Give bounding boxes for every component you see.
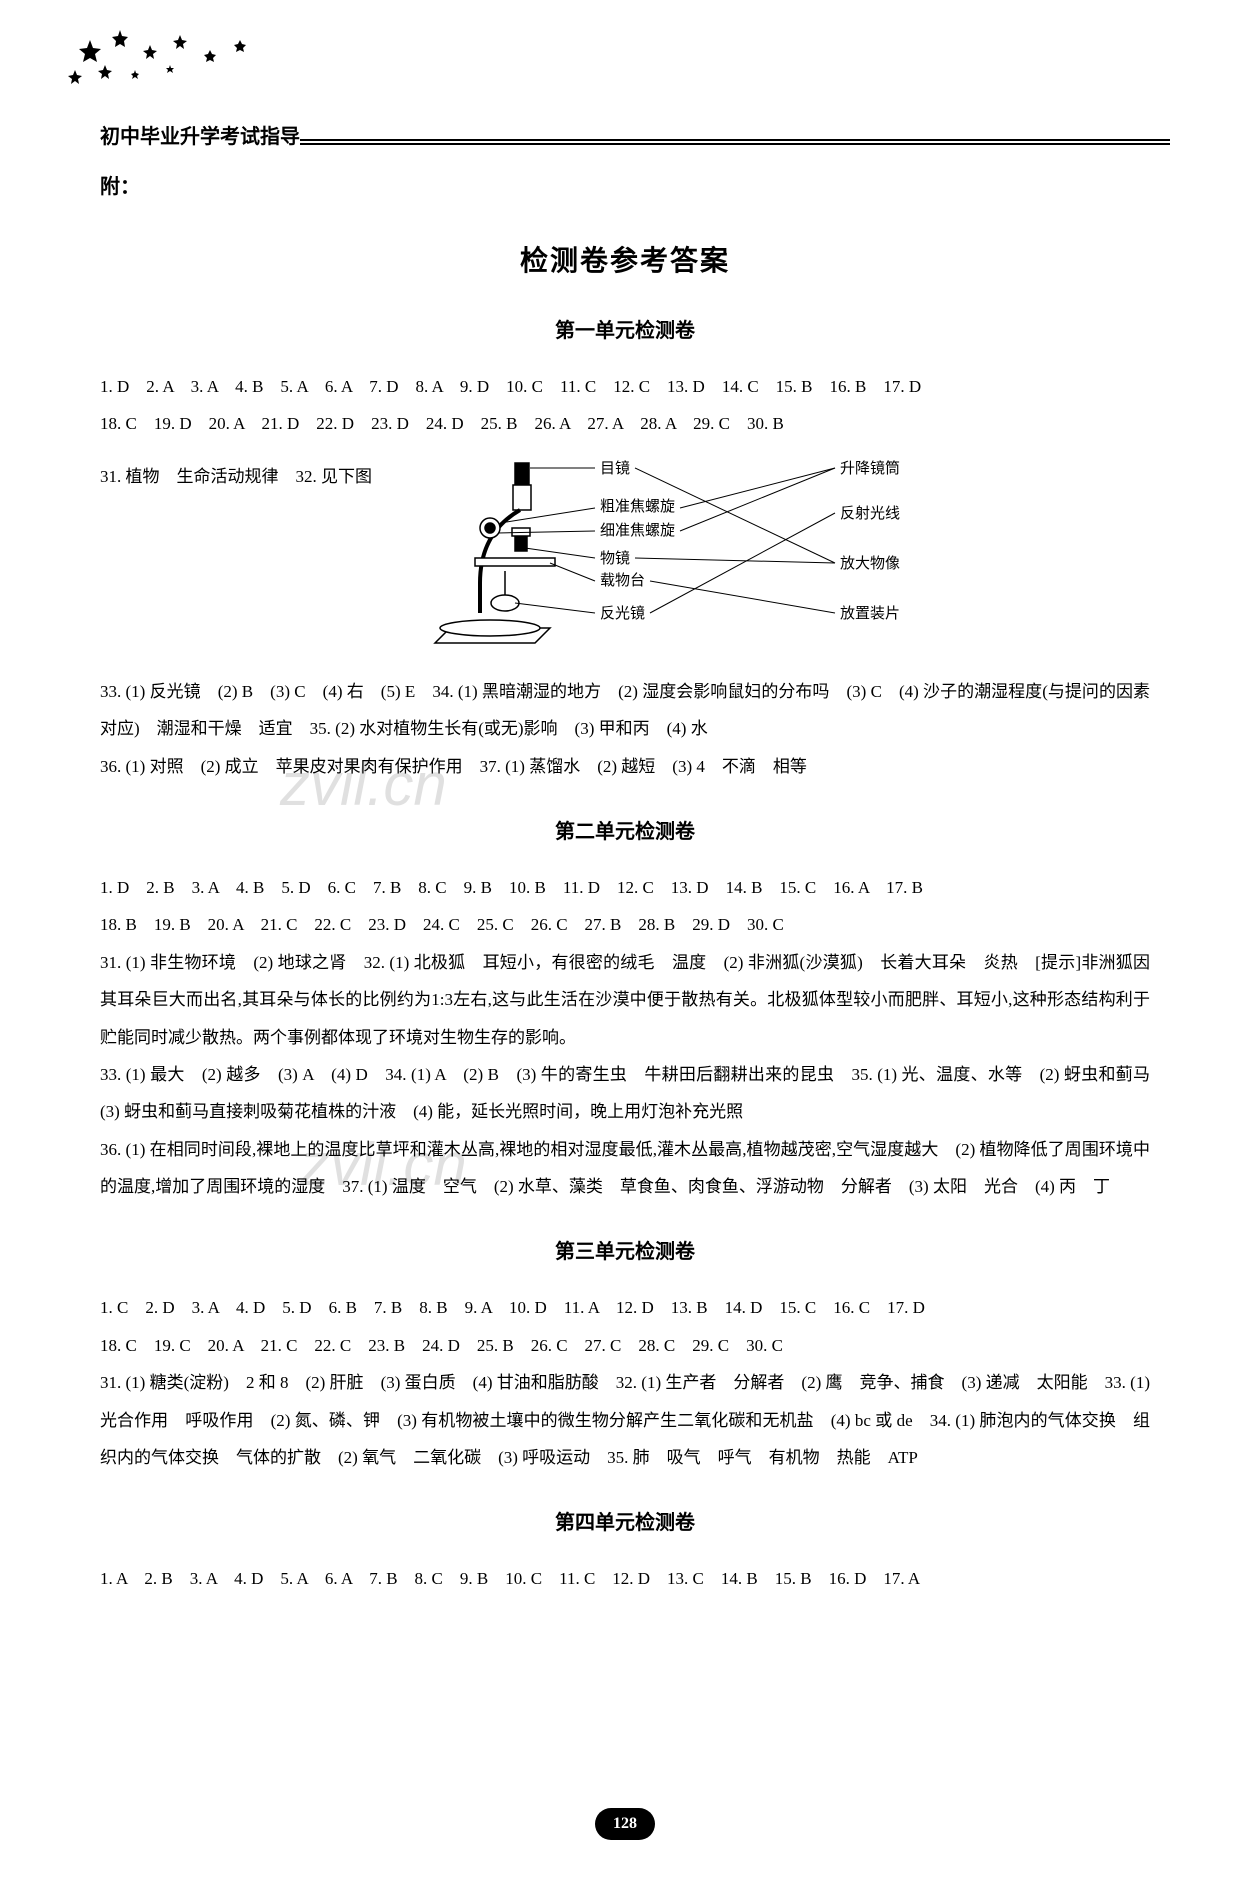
microscope-diagram: 目镜 粗准焦螺旋 细准焦螺旋 物镜 载物台 反光镜 升降镜筒 反射光线 放大物像…	[420, 453, 970, 663]
label-raise: 升降镜筒	[840, 459, 900, 477]
section-2-q36: 36. (1) 在相同时间段,裸地上的温度比草坪和灌木丛高,裸地的相对湿度最低,…	[100, 1131, 1150, 1206]
section-1-q33: 33. (1) 反光镜 (2) B (3) C (4) 右 (5) E 34. …	[100, 673, 1150, 748]
label-eyepiece: 目镜	[600, 459, 630, 477]
label-stage: 载物台	[600, 572, 645, 589]
main-title: 检测卷参考答案	[100, 239, 1150, 279]
section-1-mcq-1: 1. D 2. A 3. A 4. B 5. A 6. A 7. D 8. A …	[100, 368, 1150, 405]
section-3-title: 第三单元检测卷	[100, 1235, 1150, 1264]
stars-decoration	[60, 20, 280, 110]
label-magnify: 放大物像	[840, 555, 900, 572]
label-objective: 物镜	[600, 549, 630, 567]
label-reflect: 反射光线	[840, 505, 900, 522]
section-1-title: 第一单元检测卷	[100, 314, 1150, 343]
label-fine: 细准焦螺旋	[600, 522, 675, 539]
section-1-q36: 36. (1) 对照 (2) 成立 苹果皮对果肉有保护作用 37. (1) 蒸馏…	[100, 748, 1150, 785]
section-3-q31: 31. (1) 糖类(淀粉) 2 和 8 (2) 肝脏 (3) 蛋白质 (4) …	[100, 1364, 1150, 1476]
header-line	[300, 139, 1170, 145]
section-1-mcq-2: 18. C 19. D 20. A 21. D 22. D 23. D 24. …	[100, 405, 1150, 442]
section-2-mcq-1: 1. D 2. B 3. A 4. B 5. D 6. C 7. B 8. C …	[100, 869, 1150, 906]
section-2-mcq-2: 18. B 19. B 20. A 21. C 22. C 23. D 24. …	[100, 906, 1150, 943]
section-4-title: 第四单元检测卷	[100, 1506, 1150, 1535]
diagram-row: 31. 植物 生命活动规律 32. 见下图	[100, 453, 1150, 663]
section-2-title: 第二单元检测卷	[100, 815, 1150, 844]
section-2-q31: 31. (1) 非生物环境 (2) 地球之肾 32. (1) 北极狐 耳短小，有…	[100, 944, 1150, 1056]
label-slide: 放置装片	[840, 605, 900, 622]
section-3-mcq-2: 18. C 19. C 20. A 21. C 22. C 23. B 24. …	[100, 1327, 1150, 1364]
q31-text: 31. 植物 生命活动规律 32. 见下图	[100, 453, 420, 495]
section-2-q33: 33. (1) 最大 (2) 越多 (3) A (4) D 34. (1) A …	[100, 1056, 1150, 1131]
appendix-label: 附：	[100, 170, 1150, 199]
label-coarse: 粗准焦螺旋	[600, 498, 675, 515]
label-mirror: 反光镜	[600, 604, 645, 622]
section-4-mcq-1: 1. A 2. B 3. A 4. D 5. A 6. A 7. B 8. C …	[100, 1560, 1150, 1597]
section-3-mcq-1: 1. C 2. D 3. A 4. D 5. D 6. B 7. B 8. B …	[100, 1289, 1150, 1326]
page-number: 128	[595, 1808, 655, 1840]
